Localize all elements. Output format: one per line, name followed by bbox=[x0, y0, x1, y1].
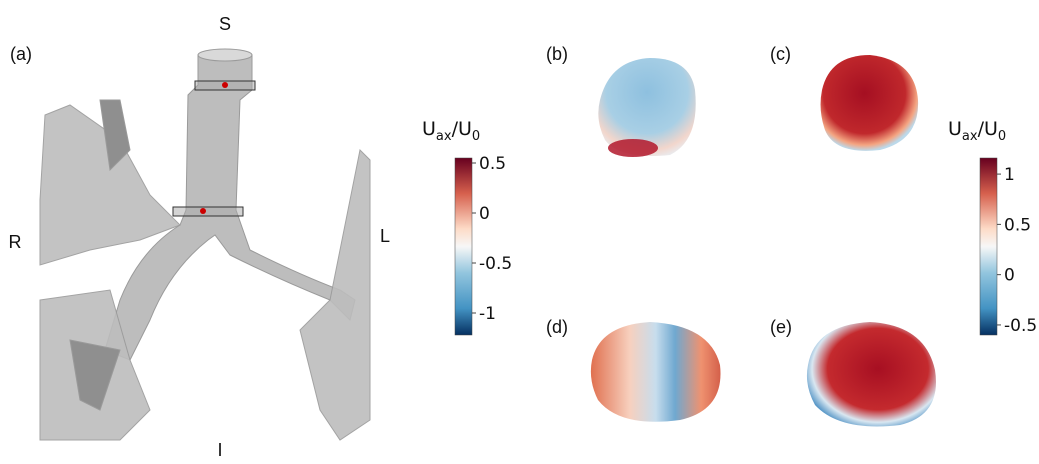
title-part: U bbox=[422, 118, 436, 140]
title-part: ax bbox=[962, 129, 978, 144]
heatmap-b bbox=[608, 139, 658, 157]
panel-label: (c) bbox=[770, 44, 791, 64]
title-part: /U bbox=[978, 118, 998, 140]
panel-label: (b) bbox=[546, 44, 568, 64]
heatmap-c bbox=[821, 55, 919, 151]
section-plane bbox=[173, 207, 243, 216]
section-point bbox=[200, 208, 206, 214]
panel-label: (e) bbox=[770, 317, 792, 337]
title-part: 0 bbox=[472, 129, 480, 144]
colorbar-tick-label: 0 bbox=[1004, 266, 1015, 286]
colorbar-title: Uax/U0 bbox=[422, 118, 480, 144]
colorbar bbox=[980, 158, 997, 335]
colorbar-tick-label: -1 bbox=[479, 304, 496, 324]
title-part: ax bbox=[436, 129, 452, 144]
orientation-label: R bbox=[9, 232, 22, 252]
colorbar-tick-label: -0.5 bbox=[479, 254, 512, 274]
colorbar-tick-label: 0.5 bbox=[1004, 215, 1031, 235]
colorbar-tick-label: 0 bbox=[479, 204, 490, 224]
orientation-label: S bbox=[219, 14, 231, 34]
orientation-label: I bbox=[217, 440, 222, 460]
title-part: U bbox=[948, 118, 962, 140]
colorbar-tick-label: -0.5 bbox=[1004, 316, 1037, 336]
heatmap-e bbox=[807, 322, 936, 426]
colorbar bbox=[455, 158, 472, 335]
panel-label: (d) bbox=[546, 317, 568, 337]
title-part: /U bbox=[452, 118, 472, 140]
airway-model bbox=[40, 49, 370, 440]
colorbar-title: Uax/U0 bbox=[948, 118, 1006, 144]
heatmap-d bbox=[591, 322, 721, 422]
panel-label: (a) bbox=[10, 44, 32, 64]
colorbar-tick-label: 1 bbox=[1004, 165, 1015, 185]
title-part: 0 bbox=[998, 129, 1006, 144]
orientation-label: L bbox=[380, 226, 390, 246]
figure: (a) (b) (c) (d) (e) S I R L Uax/U00.50-0… bbox=[0, 0, 1039, 460]
colorbar-tick-label: 0.5 bbox=[479, 154, 506, 174]
section-point bbox=[222, 82, 228, 88]
